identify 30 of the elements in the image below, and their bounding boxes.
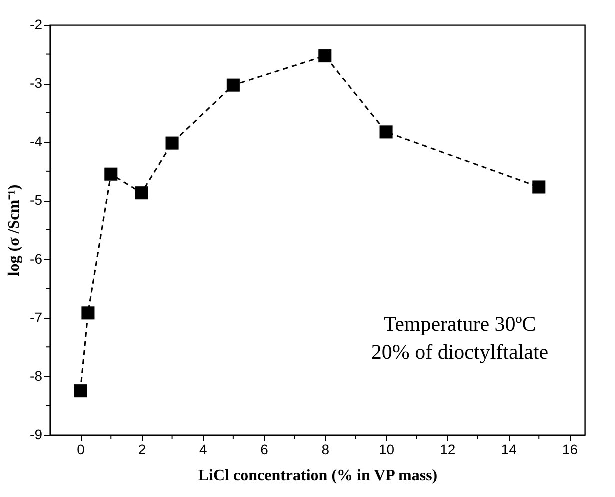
y-tick-label: -2 — [30, 16, 43, 32]
point — [532, 180, 546, 194]
x-tick-label: 4 — [199, 442, 208, 458]
point — [166, 136, 179, 150]
point — [104, 168, 118, 181]
x-tick-label: 6 — [260, 442, 269, 458]
annotation: 20% of dioctylftalate — [371, 340, 549, 364]
point — [74, 384, 88, 398]
x-tick-label: 2 — [138, 442, 146, 458]
y-tick-label: -6 — [30, 250, 43, 267]
x-axis-title: LiCl concentration (% in VP mass) — [198, 468, 438, 484]
y-tick-label: -5 — [30, 192, 43, 208]
point — [82, 306, 95, 320]
point — [380, 126, 393, 139]
x-tick-label: 16 — [562, 442, 578, 458]
x-tick-label: 14 — [501, 442, 518, 458]
point — [318, 50, 332, 63]
x-tick-label: 8 — [322, 442, 330, 458]
annotation: Temperature 30ºC — [384, 312, 536, 336]
y-tick-label: -8 — [30, 368, 43, 384]
point — [135, 186, 148, 200]
point — [226, 78, 240, 92]
x-tick-label: 12 — [440, 442, 456, 458]
y-axis-title: log (σ /Scm⁻¹) — [6, 184, 24, 276]
y-tick-label: -3 — [30, 75, 43, 92]
y-tick-label: -7 — [30, 309, 43, 326]
x-tick-label: 10 — [378, 442, 395, 458]
y-tick-label: -9 — [30, 426, 43, 442]
x-tick-label: 0 — [77, 442, 86, 458]
y-tick-label: -4 — [30, 134, 43, 150]
